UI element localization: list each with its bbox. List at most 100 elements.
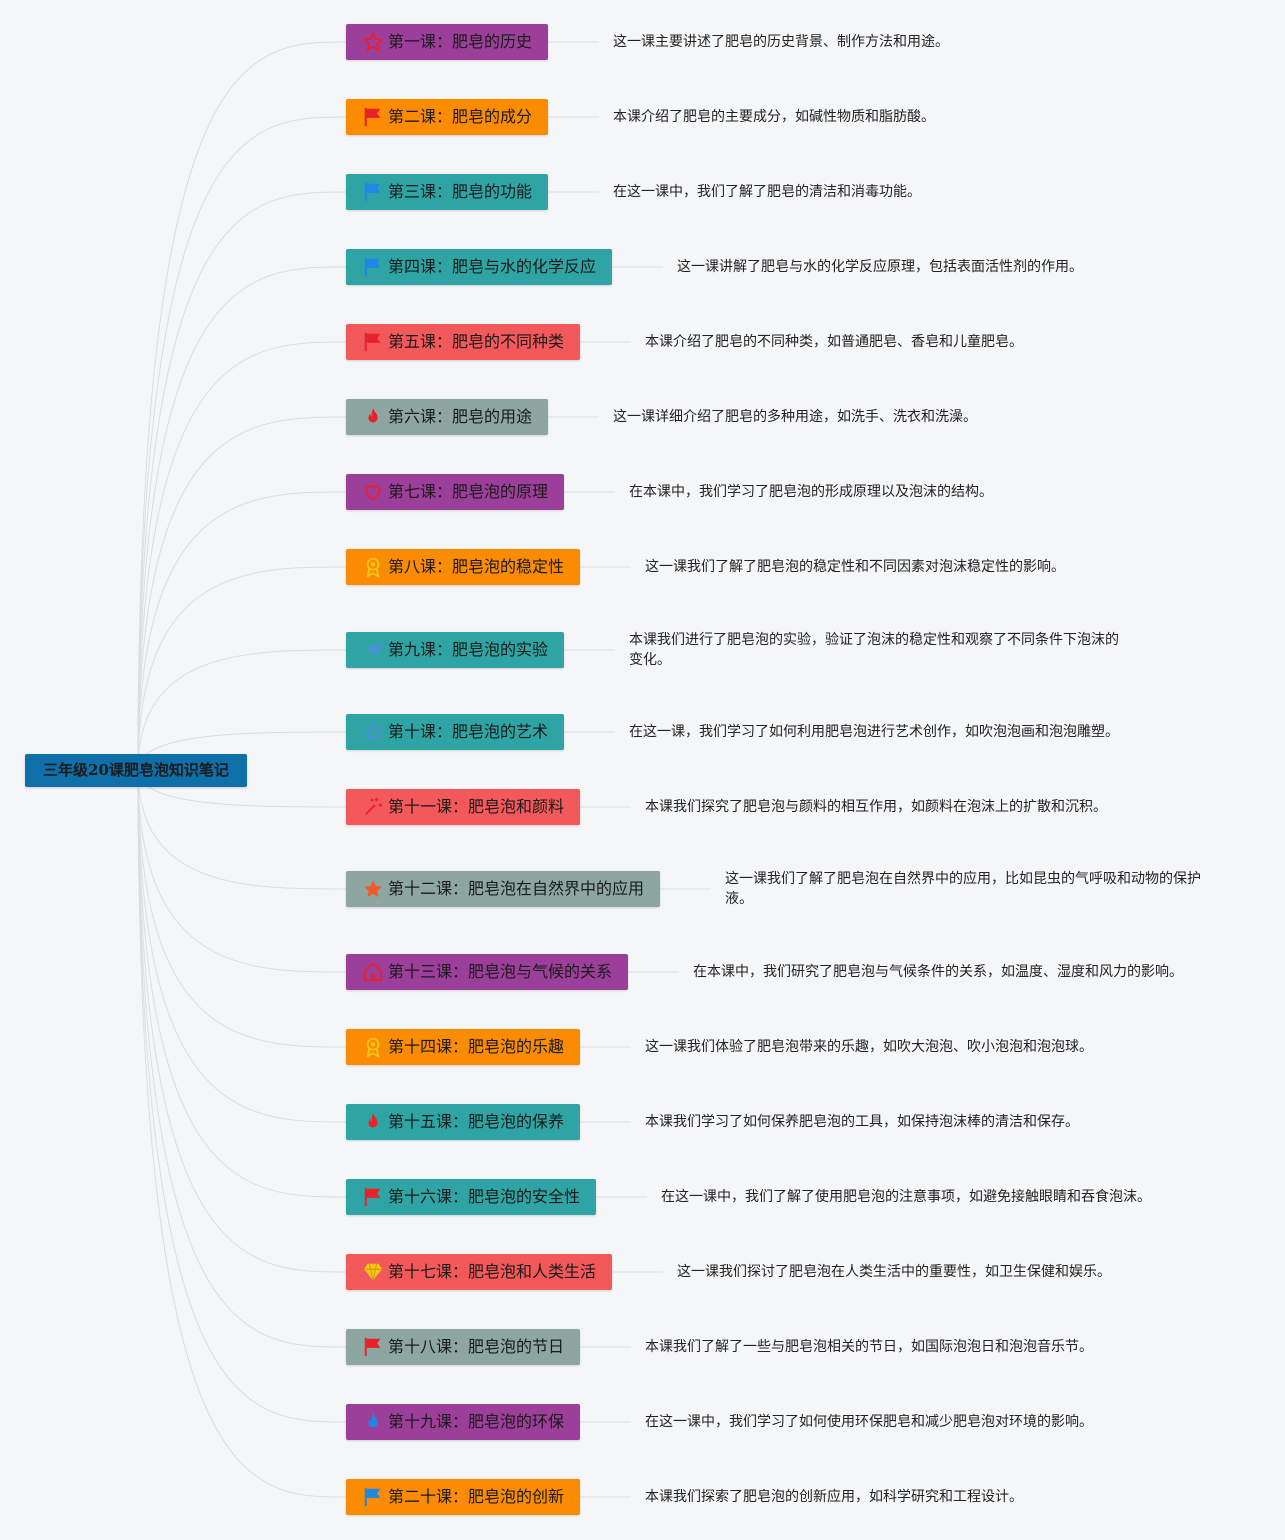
root-connector (137, 769, 347, 890)
lesson-topic[interactable]: 第十课：肥皂泡的艺术 (346, 714, 564, 750)
fire-icon (362, 1411, 384, 1433)
red-flag-icon-glyph (364, 107, 381, 127)
lesson-note: 这一课我们了解了肥皂泡的稳定性和不同因素对泡沫稳定性的影响。 (645, 559, 1065, 575)
lesson-title: 第八课：肥皂泡的稳定性 (388, 557, 565, 576)
lesson-topic[interactable]: 第三课：肥皂的功能 (346, 174, 548, 210)
lesson-topic[interactable]: 第十六课：肥皂泡的安全性 (346, 1179, 596, 1215)
lesson-title: 第十六课：肥皂泡的安全性 (388, 1187, 581, 1206)
lesson-title: 第九课：肥皂泡的实验 (388, 640, 549, 659)
lesson-topic[interactable]: 第十八课：肥皂泡的节日 (346, 1329, 580, 1365)
lesson-title: 第四课：肥皂与水的化学反应 (388, 257, 597, 276)
lesson-topic[interactable]: 第二课：肥皂的成分 (346, 99, 548, 135)
fire-icon (362, 406, 384, 428)
root-connector (137, 769, 347, 973)
lesson-topic[interactable]: 第十三课：肥皂泡与气候的关系 (346, 954, 628, 990)
lesson-note: 本课我们进行了肥皂泡的实验，验证了泡沫的稳定性和观察了不同条件下泡沫的变化。 (629, 632, 1119, 668)
lesson-note: 在本课中，我们学习了肥皂泡的形成原理以及泡沫的结构。 (629, 484, 993, 500)
blue-flag-icon-glyph (364, 1487, 381, 1507)
lesson-title: 第十二课：肥皂泡在自然界中的应用 (388, 879, 645, 898)
root-connector (137, 769, 347, 1123)
lesson-topic[interactable]: 第六课：肥皂的用途 (346, 399, 548, 435)
lesson-topic[interactable]: 第七课：肥皂泡的原理 (346, 474, 564, 510)
root-connector (137, 341, 347, 771)
lesson-title: 第十三课：肥皂泡与气候的关系 (388, 962, 613, 981)
red-flag-icon-glyph (364, 332, 381, 352)
lesson-topic[interactable]: 第十五课：肥皂泡的保养 (346, 1104, 580, 1140)
root-connector (137, 116, 347, 771)
root-connector (137, 41, 347, 771)
sparkle-icon-glyph (364, 797, 383, 816)
lesson-title: 第二十课：肥皂泡的创新 (388, 1487, 565, 1506)
root-connector (137, 566, 347, 771)
fire-icon-glyph (368, 1112, 378, 1128)
lesson-note: 这一课讲解了肥皂与水的化学反应原理，包括表面活性剂的作用。 (677, 259, 1083, 275)
root-connector (137, 769, 347, 1423)
lesson-topic[interactable]: 第十七课：肥皂泡和人类生活 (346, 1254, 612, 1290)
lesson-topic[interactable]: 第八课：肥皂泡的稳定性 (346, 549, 580, 585)
lesson-note: 本课介绍了肥皂的主要成分，如碱性物质和脂肪酸。 (613, 109, 935, 125)
star-icon-glyph (364, 880, 382, 897)
lesson-title: 第一课：肥皂的历史 (388, 32, 533, 51)
root-connector (137, 491, 347, 771)
red-flag-icon-glyph (364, 1337, 381, 1357)
lesson-title: 第十一课：肥皂泡和颜料 (388, 797, 565, 816)
root-connector (137, 191, 347, 771)
root-connector (137, 769, 347, 1498)
diamond-icon (362, 1261, 384, 1283)
root-connector (137, 769, 347, 1048)
lesson-title: 第六课：肥皂的用途 (388, 407, 533, 426)
lesson-note: 在这一课中，我们了解了使用肥皂泡的注意事项，如避免接触眼睛和吞食泡沫。 (661, 1189, 1151, 1205)
lesson-topic[interactable]: 第一课：肥皂的历史 (346, 24, 548, 60)
house-icon-glyph (363, 962, 383, 982)
fire-icon (362, 1111, 384, 1133)
lesson-title: 第十九课：肥皂泡的环保 (388, 1412, 565, 1431)
lesson-title: 第十五课：肥皂泡的保养 (388, 1112, 565, 1131)
lesson-note: 本课我们探索了肥皂泡的创新应用，如科学研究和工程设计。 (645, 1489, 1023, 1505)
blue-flag-icon-glyph (364, 257, 381, 277)
lesson-title: 第二课：肥皂的成分 (388, 107, 533, 126)
lesson-note: 这一课我们体验了肥皂泡带来的乐趣，如吹大泡泡、吹小泡泡和泡泡球。 (645, 1039, 1093, 1055)
lesson-topic[interactable]: 第四课：肥皂与水的化学反应 (346, 249, 612, 285)
lesson-note: 在本课中，我们研究了肥皂泡与气候条件的关系，如温度、湿度和风力的影响。 (693, 964, 1183, 980)
lesson-title: 第十七课：肥皂泡和人类生活 (388, 1262, 597, 1281)
root-connector (137, 416, 347, 771)
paper-plane-icon (362, 639, 384, 661)
fire-icon-glyph (368, 407, 378, 423)
lesson-note: 这一课详细介绍了肥皂的多种用途，如洗手、洗衣和洗澡。 (613, 409, 977, 425)
lesson-topic[interactable]: 第十四课：肥皂泡的乐趣 (346, 1029, 580, 1065)
lesson-topic[interactable]: 第十二课：肥皂泡在自然界中的应用 (346, 871, 660, 907)
medal-icon-glyph (366, 557, 380, 578)
lesson-note: 这一课主要讲述了肥皂的历史背景、制作方法和用途。 (613, 34, 949, 50)
root-connector (137, 649, 347, 771)
lesson-topic[interactable]: 第十九课：肥皂泡的环保 (346, 1404, 580, 1440)
lesson-title: 第五课：肥皂的不同种类 (388, 332, 565, 351)
star-outline-icon-glyph (363, 32, 383, 51)
diamond-icon-glyph (363, 1263, 383, 1281)
red-flag-icon (362, 1336, 384, 1358)
lesson-title: 第七课：肥皂泡的原理 (388, 482, 549, 501)
blue-flag-icon (362, 1486, 384, 1508)
red-flag-icon (362, 331, 384, 353)
lesson-topic[interactable]: 第九课：肥皂泡的实验 (346, 632, 564, 668)
red-flag-icon (362, 1186, 384, 1208)
root-connector (137, 769, 347, 1198)
lesson-title: 第十八课：肥皂泡的节日 (388, 1337, 565, 1356)
root-connector (137, 266, 347, 771)
house-icon (362, 961, 384, 983)
blue-flag-icon (362, 256, 384, 278)
star-outline-icon (362, 721, 384, 743)
lesson-note: 在这一课，我们学习了如何利用肥皂泡进行艺术创作，如吹泡泡画和泡泡雕塑。 (629, 724, 1119, 740)
lesson-note: 本课介绍了肥皂的不同种类，如普通肥皂、香皂和儿童肥皂。 (645, 334, 1023, 350)
lesson-topic[interactable]: 第十一课：肥皂泡和颜料 (346, 789, 580, 825)
fire-icon-glyph (368, 1412, 378, 1428)
lesson-title: 第三课：肥皂的功能 (388, 182, 533, 201)
paper-plane-icon-glyph (363, 641, 383, 659)
lesson-note: 本课我们探究了肥皂泡与颜料的相互作用，如颜料在泡沫上的扩散和沉积。 (645, 799, 1107, 815)
medal-icon (362, 1036, 384, 1058)
root-topic[interactable]: 三年级20课肥皂泡知识笔记 (25, 754, 247, 787)
lesson-topic[interactable]: 第二十课：肥皂泡的创新 (346, 1479, 580, 1515)
lesson-note: 这一课我们探讨了肥皂泡在人类生活中的重要性，如卫生保健和娱乐。 (677, 1264, 1111, 1280)
lesson-topic[interactable]: 第五课：肥皂的不同种类 (346, 324, 580, 360)
star-outline-icon-glyph (363, 722, 383, 741)
